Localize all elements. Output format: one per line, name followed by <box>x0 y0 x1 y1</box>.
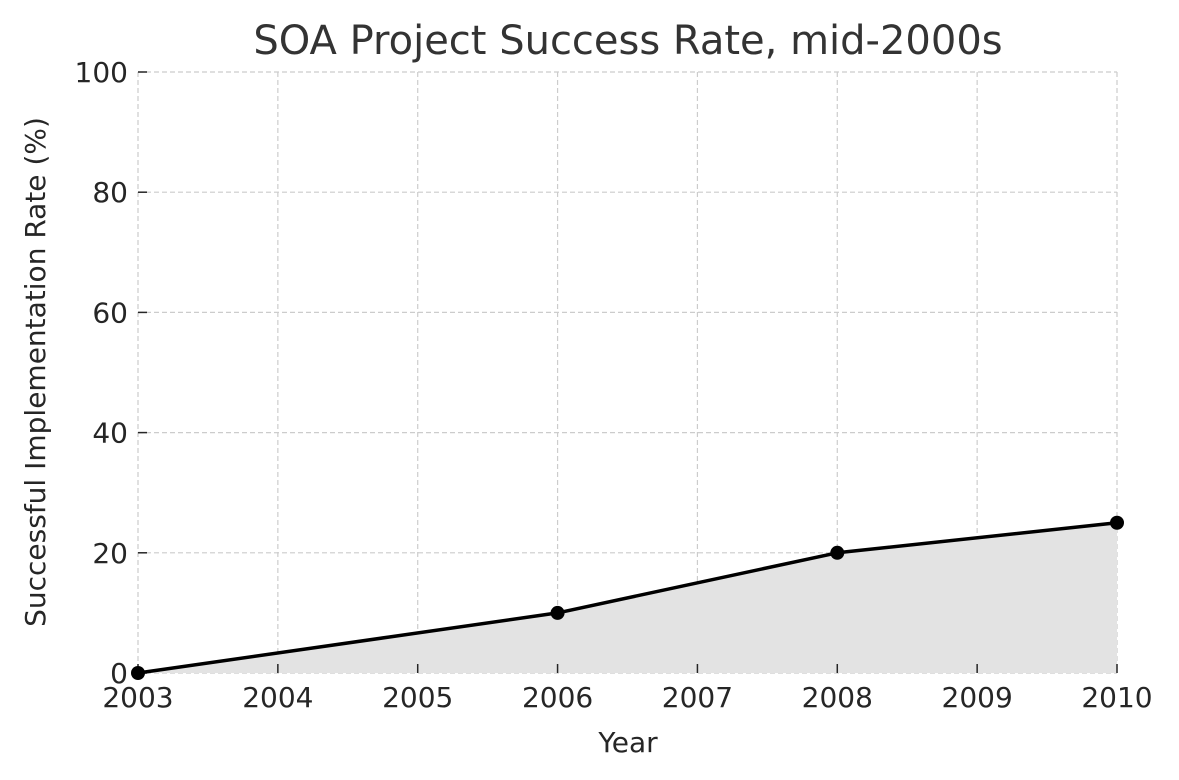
x-tick-label: 2006 <box>522 681 593 714</box>
x-tick-label: 2008 <box>802 681 873 714</box>
y-axis-label: Successful Implementation Rate (%) <box>19 117 52 627</box>
y-tick-label: 20 <box>92 537 128 570</box>
data-point <box>1110 515 1124 530</box>
y-tick-label: 100 <box>75 56 128 89</box>
markers <box>131 515 1124 680</box>
x-tick-label: 2003 <box>102 681 173 714</box>
series-line <box>137 521 1118 675</box>
y-tick-label: 40 <box>92 417 128 450</box>
data-point <box>830 545 845 560</box>
y-tick-label: 0 <box>110 657 128 690</box>
data-point <box>550 605 565 620</box>
y-tick-label: 60 <box>92 296 128 329</box>
chart-title: SOA Project Success Rate, mid-2000s <box>253 18 1002 64</box>
x-tick-label: 2009 <box>942 681 1013 714</box>
x-tick-label: 2010 <box>1081 681 1152 714</box>
x-tick-label: 2007 <box>662 681 733 714</box>
x-axis-label: Year <box>597 726 658 759</box>
x-tick-label: 2004 <box>242 681 313 714</box>
ticks: 2003 2004 2005 2006 2007 2008 2009 2010 0 20 40 60 8… <box>75 56 1153 714</box>
y-tick-label: 80 <box>92 176 128 209</box>
data-point <box>131 666 145 680</box>
x-tick-label: 2005 <box>382 681 453 714</box>
area-fill <box>138 522 1117 673</box>
